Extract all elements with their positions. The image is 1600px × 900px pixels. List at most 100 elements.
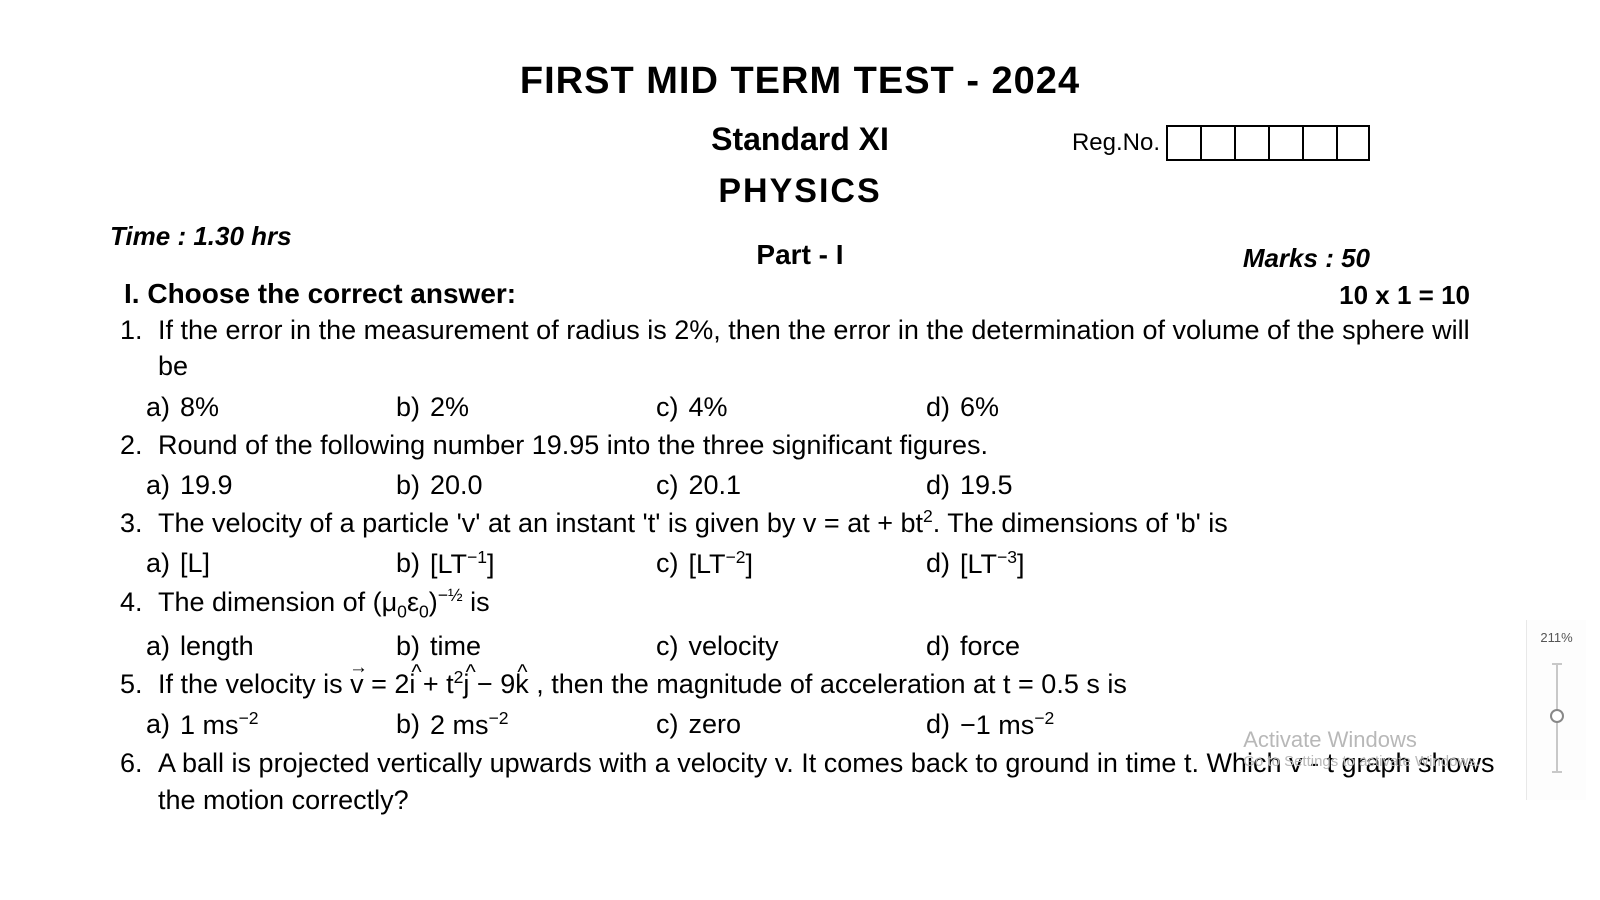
option-b: b) 20.0 <box>396 467 656 505</box>
option-b: b) [LT−1] <box>396 545 656 584</box>
section-roman: I. <box>124 278 140 309</box>
option-c: c) 4% <box>656 389 926 427</box>
section-heading: I. Choose the correct answer: <box>124 278 1500 310</box>
option-value: 1 ms−2 <box>180 706 259 745</box>
exam-title: FIRST MID TERM TEST - 2024 <box>100 60 1500 103</box>
question-body: Round of the following number 19.95 into… <box>158 427 1500 463</box>
option-letter: c) <box>656 389 679 427</box>
option-a: a) 19.9 <box>146 467 396 505</box>
option-value: 4% <box>689 389 728 427</box>
option-letter: a) <box>146 545 170 584</box>
option-letter: b) <box>396 706 420 745</box>
option-d: d) force <box>926 628 1186 666</box>
option-value: 19.9 <box>180 467 233 505</box>
question-body: If the error in the measurement of radiu… <box>158 312 1500 385</box>
watermark-title: Activate Windows <box>1243 727 1480 753</box>
standard-label: Standard XI <box>711 121 889 158</box>
question: 4.The dimension of (μ0ε0)−½ is <box>120 584 1500 624</box>
option-value: 19.5 <box>960 467 1013 505</box>
option-c: c) 20.1 <box>656 467 926 505</box>
question-body: The dimension of (μ0ε0)−½ is <box>158 584 1500 624</box>
regno-box[interactable] <box>1268 125 1302 161</box>
option-value: 2 ms−2 <box>430 706 509 745</box>
question-body: If the velocity is v = 2i + t2j − 9k , t… <box>158 666 1500 702</box>
question-body: The velocity of a particle 'v' at an ins… <box>158 505 1500 541</box>
option-letter: a) <box>146 467 170 505</box>
regno-box[interactable] <box>1234 125 1268 161</box>
option-value: [LT−2] <box>689 545 754 584</box>
option-letter: c) <box>656 545 679 584</box>
option-value: length <box>180 628 254 666</box>
regno-group: Reg.No. <box>1072 125 1370 161</box>
time-label: Time : 1.30 hrs <box>110 221 292 252</box>
watermark-subtitle: Go to Settings to activate Windows. <box>1243 753 1480 770</box>
option-letter: a) <box>146 389 170 427</box>
option-a: a) 1 ms−2 <box>146 706 396 745</box>
option-d: d) 6% <box>926 389 1186 427</box>
subject-label: PHYSICS <box>100 172 1500 211</box>
option-value: zero <box>689 706 742 745</box>
option-letter: c) <box>656 467 679 505</box>
options-row: a) [L] b) [LT−1] c) [LT−2] d) [LT−3] <box>146 545 1500 584</box>
option-letter: d) <box>926 628 950 666</box>
standard-row: Standard XI Reg.No. <box>100 121 1500 158</box>
question: 1.If the error in the measurement of rad… <box>120 312 1500 385</box>
options-row: a) 19.9 b) 20.0 c) 20.1 d) 19.5 <box>146 467 1500 505</box>
regno-box[interactable] <box>1336 125 1370 161</box>
option-letter: d) <box>926 467 950 505</box>
question: 2.Round of the following number 19.95 in… <box>120 427 1500 463</box>
option-value: [LT−1] <box>430 545 495 584</box>
option-letter: a) <box>146 628 170 666</box>
zoom-track[interactable] <box>1556 663 1558 773</box>
option-letter: c) <box>656 706 679 745</box>
option-letter: a) <box>146 706 170 745</box>
options-row: a) 8% b) 2% c) 4% d) 6% <box>146 389 1500 427</box>
option-value: 20.0 <box>430 467 483 505</box>
option-letter: b) <box>396 389 420 427</box>
option-d: d) 19.5 <box>926 467 1186 505</box>
exam-page: FIRST MID TERM TEST - 2024 Standard XI R… <box>0 0 1600 818</box>
option-c: c) zero <box>656 706 926 745</box>
option-a: a) [L] <box>146 545 396 584</box>
regno-box[interactable] <box>1200 125 1234 161</box>
part-label: Part - I <box>756 239 843 271</box>
option-value: force <box>960 628 1020 666</box>
section-text: Choose the correct answer: <box>147 278 516 309</box>
option-value: [LT−3] <box>960 545 1025 584</box>
option-letter: d) <box>926 389 950 427</box>
zoom-percent-label: 211% <box>1540 630 1572 645</box>
question: 5.If the velocity is v = 2i + t2j − 9k ,… <box>120 666 1500 702</box>
option-c: c) [LT−2] <box>656 545 926 584</box>
option-letter: d) <box>926 706 950 745</box>
option-d: d) −1 ms−2 <box>926 706 1186 745</box>
zoom-slider-widget[interactable]: 211% <box>1526 620 1586 800</box>
option-value: −1 ms−2 <box>960 706 1054 745</box>
option-value: 2% <box>430 389 469 427</box>
option-value: [L] <box>180 545 210 584</box>
question-number: 3. <box>120 505 158 541</box>
regno-boxes[interactable] <box>1166 125 1370 161</box>
option-letter: b) <box>396 545 420 584</box>
option-c: c)velocity <box>656 628 926 666</box>
option-letter: c) <box>656 628 679 666</box>
question-number: 6. <box>120 745 158 818</box>
option-letter: d) <box>926 545 950 584</box>
question-number: 4. <box>120 584 158 624</box>
option-letter: b) <box>396 467 420 505</box>
option-value: 6% <box>960 389 999 427</box>
question-number: 5. <box>120 666 158 702</box>
option-b: b) 2% <box>396 389 656 427</box>
option-value: 8% <box>180 389 219 427</box>
option-a: a) 8% <box>146 389 396 427</box>
regno-box[interactable] <box>1166 125 1200 161</box>
option-d: d) [LT−3] <box>926 545 1186 584</box>
question-number: 2. <box>120 427 158 463</box>
question-number: 1. <box>120 312 158 385</box>
activate-windows-watermark: Activate Windows Go to Settings to activ… <box>1243 727 1480 770</box>
option-value: 20.1 <box>689 467 742 505</box>
section-scheme: 10 x 1 = 10 <box>1339 280 1470 311</box>
regno-box[interactable] <box>1302 125 1336 161</box>
zoom-thumb[interactable] <box>1550 709 1564 723</box>
regno-label: Reg.No. <box>1072 129 1160 157</box>
meta-row: Time : 1.30 hrs Part - I Marks : 50 <box>100 221 1500 252</box>
